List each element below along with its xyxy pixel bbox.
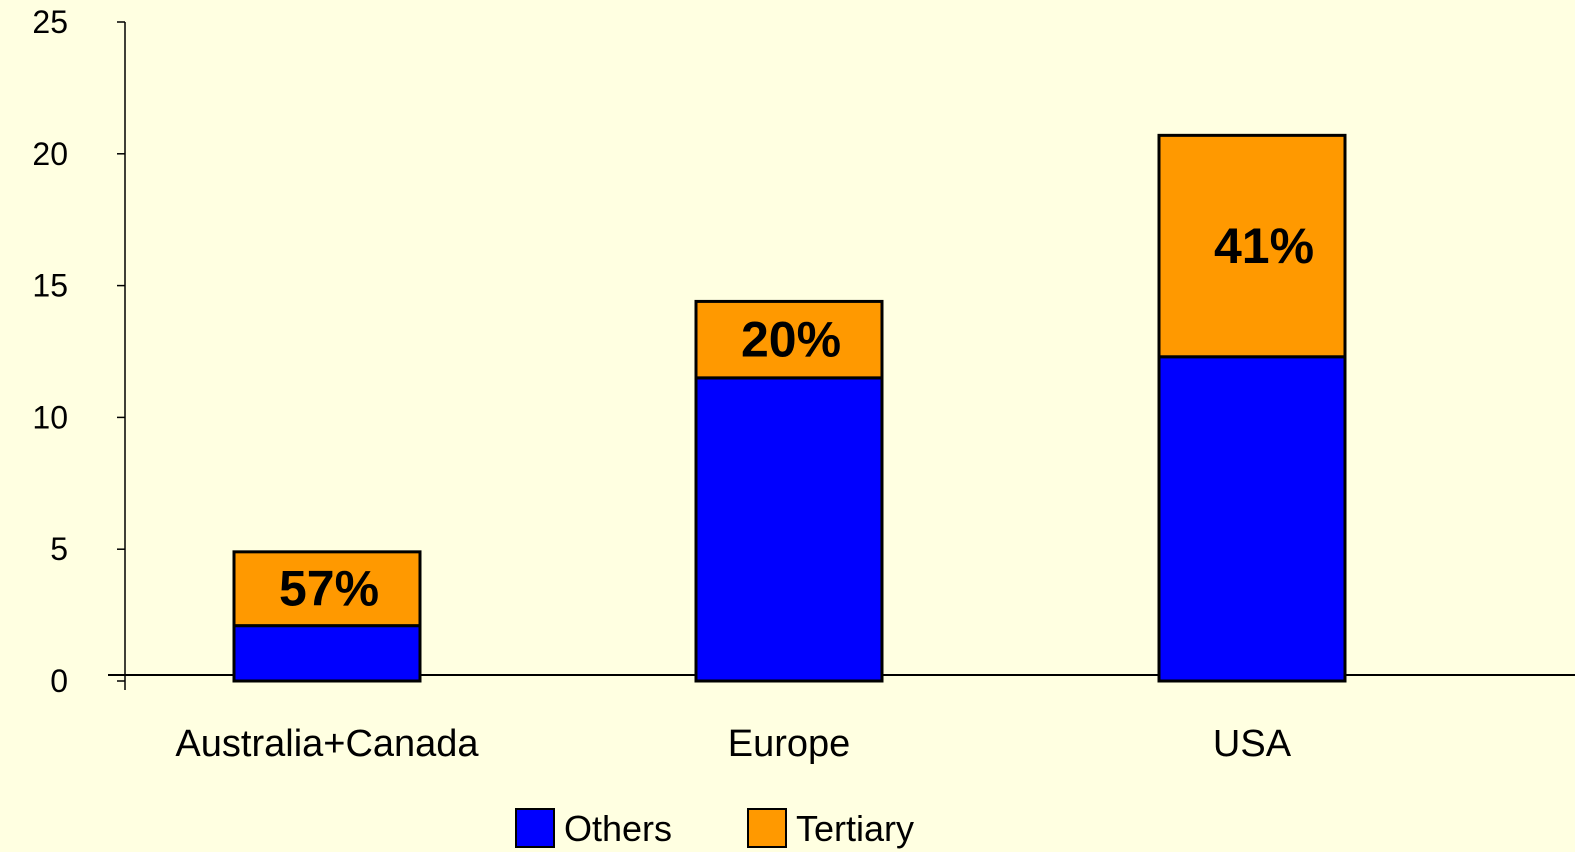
data-label: 20%: [741, 312, 841, 368]
y-tick-label: 25: [32, 4, 68, 40]
category-label: Australia+Canada: [175, 723, 479, 765]
legend: Others Tertiary: [515, 808, 914, 849]
bar-segment-tertiary: [694, 299, 884, 380]
y-tick-label: 15: [32, 268, 68, 304]
data-label: 57%: [279, 561, 379, 617]
labels: 57% Australia+Canada 20% Europe 41% USA: [175, 218, 1314, 765]
bar-segment-others: [694, 376, 884, 683]
bar-segment-others: [232, 624, 422, 683]
y-tick-label: 5: [50, 531, 68, 567]
category-label: Europe: [728, 723, 851, 765]
legend-swatch-others: [515, 808, 555, 848]
legend-swatch-tertiary: [747, 808, 787, 848]
bars: [232, 133, 1347, 683]
legend-label-tertiary: Tertiary: [796, 808, 914, 849]
y-tick-label: 0: [50, 663, 68, 699]
category-label: USA: [1213, 723, 1292, 765]
bar-segment-others: [1157, 355, 1347, 683]
legend-label-others: Others: [564, 808, 672, 849]
data-label: 41%: [1214, 218, 1314, 274]
bar-segment-tertiary: [232, 550, 422, 628]
y-tick-label: 10: [32, 399, 68, 435]
y-tick-label: 20: [32, 136, 68, 172]
bar-segment-tertiary: [1157, 133, 1347, 359]
